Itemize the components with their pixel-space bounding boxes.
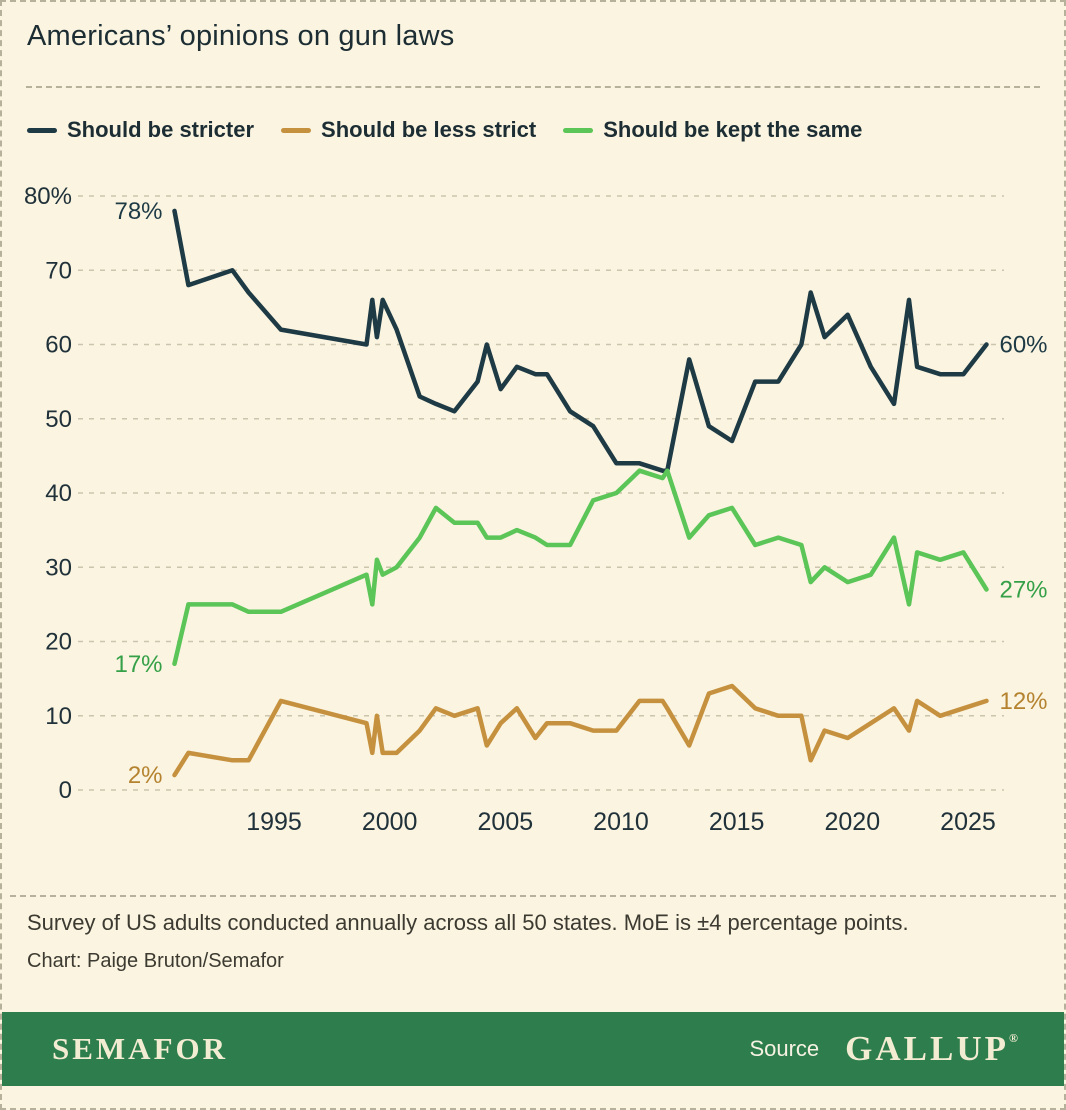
start-label-should-be-stricter: 78% [114, 198, 162, 225]
y-tick-label: 80% [24, 183, 72, 210]
footer-bar: SEMAFOR Source GALLUP® [2, 1012, 1064, 1086]
legend-item-should-be-kept-the-same: Should be kept the same [563, 117, 862, 143]
legend-label: Should be kept the same [603, 117, 863, 142]
x-tick-label: 2010 [593, 808, 649, 836]
y-tick-label: 70 [45, 257, 72, 284]
gallup-wordmark: GALLUP [845, 1029, 1010, 1068]
end-label-should-be-less-strict: 12% [999, 688, 1047, 715]
x-tick-label: 2025 [940, 808, 996, 836]
y-tick-label: 60 [45, 332, 72, 359]
y-tick-label: 30 [45, 554, 72, 581]
credit-note: Chart: Paige Bruton/Semafor [27, 950, 284, 972]
gallup-logo: GALLUP® [845, 1029, 1018, 1069]
y-tick-label: 10 [45, 703, 72, 730]
survey-note: Survey of US adults conducted annually a… [27, 910, 909, 935]
page-title: Americans’ opinions on gun laws [27, 20, 455, 52]
start-label-should-be-kept-the-same: 17% [114, 651, 162, 678]
line-should-be-kept-the-same [172, 468, 989, 667]
x-tick-label: 1995 [246, 808, 302, 836]
legend-item-should-be-stricter: Should be stricter [27, 117, 254, 143]
source-label: Source [749, 1036, 820, 1061]
legend-swatch-should-be-stricter [27, 127, 57, 133]
registered-trademark-icon: ® [1009, 1031, 1018, 1045]
line-should-be-stricter [172, 208, 989, 473]
line-should-be-less-strict [172, 683, 989, 778]
top-divider [26, 86, 1040, 88]
bottom-divider [10, 895, 1056, 897]
y-tick-label: 20 [45, 629, 72, 656]
end-label-should-be-kept-the-same: 27% [999, 577, 1047, 604]
legend-item-should-be-less-strict: Should be less strict [281, 117, 536, 143]
x-tick-label: 2000 [362, 808, 418, 836]
source-attribution: Source GALLUP® [749, 1029, 1018, 1069]
x-tick-label: 2020 [825, 808, 881, 836]
legend-swatch-should-be-less-strict [281, 127, 312, 133]
y-tick-label: 40 [45, 480, 72, 507]
legend: Should be stricter Should be less strict S… [27, 117, 862, 143]
y-tick-label: 50 [45, 406, 72, 433]
legend-label: Should be stricter [67, 117, 255, 142]
x-tick-label: 2005 [478, 808, 534, 836]
start-label-should-be-less-strict: 2% [128, 762, 163, 789]
semafor-logo: SEMAFOR [52, 1031, 228, 1066]
legend-swatch-should-be-kept-the-same [563, 127, 594, 133]
legend-label: Should be less strict [321, 117, 537, 142]
y-tick-label: 0 [59, 777, 72, 804]
end-label-should-be-stricter: 60% [999, 332, 1047, 359]
x-tick-label: 2015 [709, 808, 765, 836]
